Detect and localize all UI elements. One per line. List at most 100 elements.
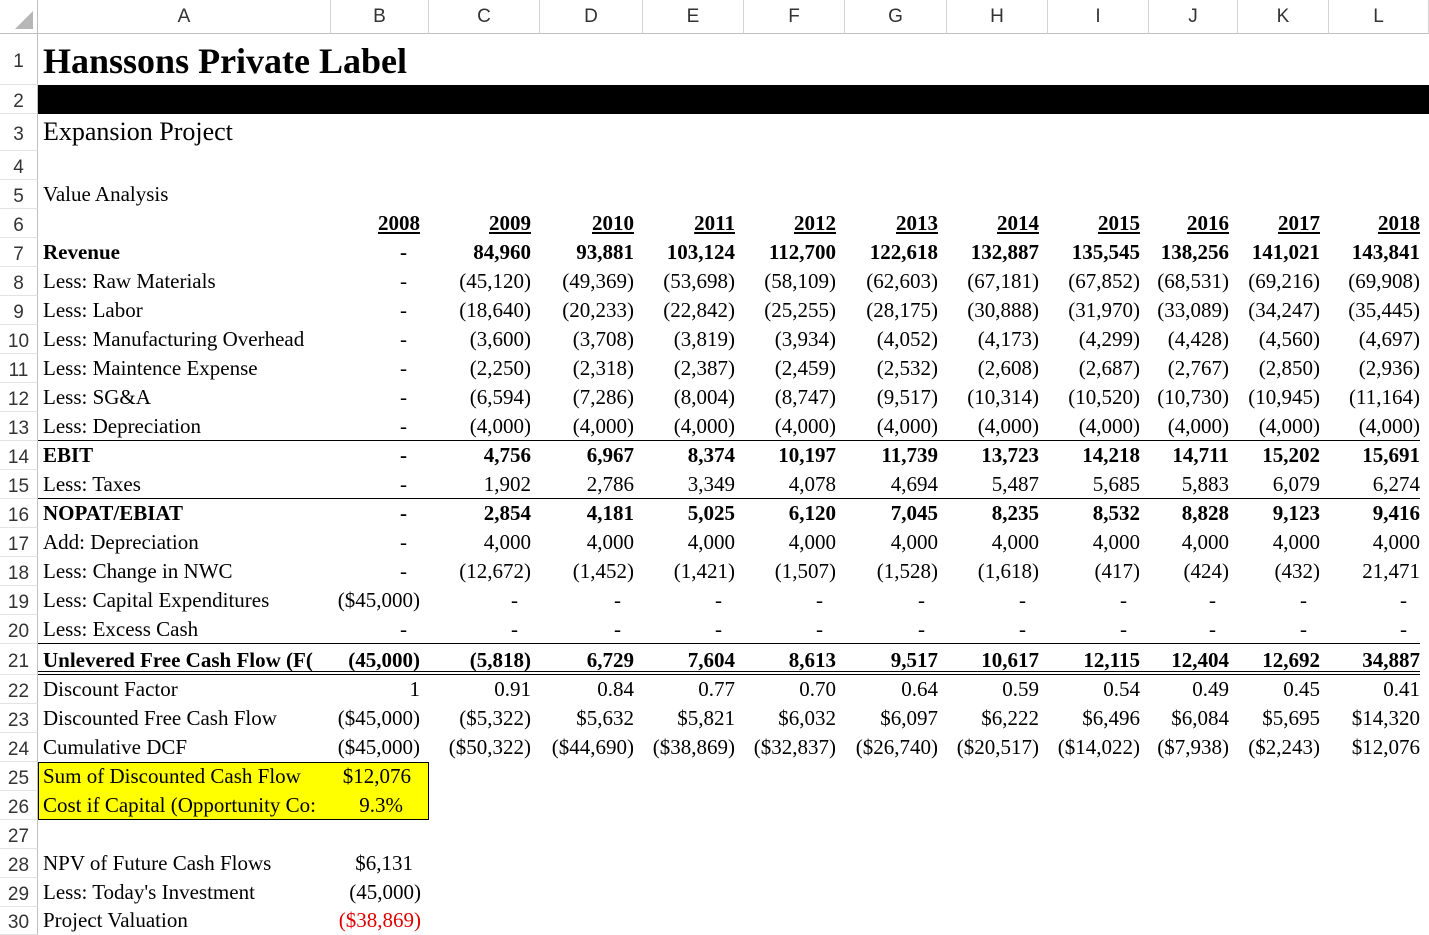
value-cell[interactable]: 4,000 [687, 530, 735, 554]
value-cell[interactable]: (4,000) [1258, 414, 1320, 438]
valuation-value[interactable]: ($38,869) [338, 908, 421, 932]
row-header-19[interactable]: 19 [0, 586, 38, 615]
value-cell[interactable]: (9,517) [876, 385, 938, 409]
year-header-2013[interactable]: 2013 [896, 211, 938, 235]
value-cell[interactable]: $6,222 [981, 706, 1039, 730]
value-cell[interactable]: ($2,243) [1248, 735, 1320, 759]
value-cell[interactable]: - [400, 327, 407, 351]
value-cell[interactable]: 122,618 [869, 240, 938, 264]
row-header-5[interactable]: 5 [0, 180, 38, 209]
value-cell[interactable]: 0.77 [698, 677, 735, 701]
value-cell[interactable]: (4,000) [1078, 414, 1140, 438]
year-header-2016[interactable]: 2016 [1187, 211, 1229, 235]
value-cell[interactable]: (1,528) [876, 559, 938, 583]
valuation-value[interactable]: $6,131 [355, 851, 413, 875]
value-cell[interactable]: (2,387) [673, 356, 735, 380]
value-cell[interactable]: 8,532 [1092, 501, 1140, 525]
row-header-6[interactable]: 6 [0, 209, 38, 238]
value-cell[interactable]: (25,255) [764, 298, 836, 322]
value-cell[interactable]: ($14,022) [1057, 735, 1140, 759]
value-cell[interactable]: 5,487 [991, 472, 1039, 496]
row-header-28[interactable]: 28 [0, 849, 38, 878]
row-header-11[interactable]: 11 [0, 354, 38, 383]
value-cell[interactable]: 6,274 [1372, 472, 1420, 496]
value-cell[interactable]: ($7,938) [1157, 735, 1229, 759]
value-cell[interactable]: 0.70 [799, 677, 836, 701]
year-header-2008[interactable]: 2008 [378, 211, 420, 235]
value-cell[interactable]: (8,004) [673, 385, 735, 409]
year-header-2014[interactable]: 2014 [997, 211, 1039, 235]
value-cell[interactable]: (28,175) [866, 298, 938, 322]
value-cell[interactable]: 4,078 [788, 472, 836, 496]
value-cell[interactable]: ($45,000) [337, 735, 420, 759]
row-header-27[interactable]: 27 [0, 820, 38, 849]
value-cell[interactable]: 141,021 [1251, 240, 1320, 264]
value-cell[interactable]: 10,197 [778, 443, 836, 467]
value-cell[interactable]: - [400, 414, 407, 438]
value-cell[interactable]: ($32,837) [753, 735, 836, 759]
value-cell[interactable]: - [400, 443, 407, 467]
column-header-a[interactable]: A [38, 0, 331, 34]
value-cell[interactable]: 8,235 [991, 501, 1039, 525]
value-cell[interactable]: - [511, 588, 518, 612]
column-header-f[interactable]: F [744, 0, 845, 34]
column-header-l[interactable]: L [1329, 0, 1429, 34]
value-cell[interactable]: 4,000 [483, 530, 531, 554]
value-cell[interactable]: (69,908) [1348, 269, 1420, 293]
value-cell[interactable]: (4,000) [977, 414, 1039, 438]
value-cell[interactable]: 5,685 [1092, 472, 1140, 496]
value-cell[interactable]: - [400, 501, 407, 525]
value-cell[interactable]: - [400, 530, 407, 554]
value-cell[interactable]: (31,970) [1068, 298, 1140, 322]
value-cell[interactable]: - [1209, 617, 1216, 641]
value-cell[interactable]: - [400, 240, 407, 264]
value-cell[interactable]: (10,945) [1248, 385, 1320, 409]
row-label[interactable]: EBIT [43, 443, 94, 467]
value-cell[interactable]: (35,445) [1348, 298, 1420, 322]
value-cell[interactable]: (12,672) [459, 559, 531, 583]
value-cell[interactable]: (2,318) [572, 356, 634, 380]
valuation-label[interactable]: Project Valuation [43, 908, 188, 932]
row-header-20[interactable]: 20 [0, 615, 38, 644]
value-cell[interactable]: 7,045 [890, 501, 938, 525]
value-cell[interactable]: 11,739 [881, 443, 938, 467]
value-cell[interactable]: 4,000 [1092, 530, 1140, 554]
value-cell[interactable]: (1,618) [977, 559, 1039, 583]
value-cell[interactable]: 112,700 [768, 240, 836, 264]
value-cell[interactable]: 8,828 [1181, 501, 1229, 525]
value-cell[interactable]: 4,000 [1272, 530, 1320, 554]
row-label[interactable]: Less: Labor [43, 298, 143, 322]
value-cell[interactable]: - [816, 617, 823, 641]
value-cell[interactable]: (3,819) [673, 327, 735, 351]
column-header-h[interactable]: H [947, 0, 1048, 34]
value-cell[interactable]: - [400, 472, 407, 496]
value-cell[interactable]: 6,120 [788, 501, 836, 525]
row-header-22[interactable]: 22 [0, 675, 38, 704]
column-header-c[interactable]: C [429, 0, 540, 34]
value-cell[interactable]: 12,404 [1171, 648, 1229, 672]
value-cell[interactable]: (34,247) [1248, 298, 1320, 322]
value-cell[interactable]: (1,452) [572, 559, 634, 583]
value-cell[interactable]: (8,747) [774, 385, 836, 409]
value-cell[interactable]: - [1300, 588, 1307, 612]
row-label[interactable]: Unlevered Free Cash Flow (F( [43, 648, 313, 672]
value-cell[interactable]: (4,173) [977, 327, 1039, 351]
value-cell[interactable]: 8,613 [788, 648, 836, 672]
value-cell[interactable]: (6,594) [469, 385, 531, 409]
value-cell[interactable]: 4,694 [890, 472, 938, 496]
value-cell[interactable]: 5,025 [687, 501, 735, 525]
value-cell[interactable]: (10,520) [1068, 385, 1140, 409]
value-cell[interactable]: 0.84 [597, 677, 634, 701]
value-cell[interactable]: $12,076 [1351, 735, 1420, 759]
row-header-30[interactable]: 30 [0, 907, 38, 935]
year-header-2012[interactable]: 2012 [794, 211, 836, 235]
value-cell[interactable]: (1,421) [673, 559, 735, 583]
row-header-4[interactable]: 4 [0, 151, 38, 180]
value-cell[interactable]: - [614, 588, 621, 612]
row-label[interactable]: Cumulative DCF [43, 735, 188, 759]
value-cell[interactable]: - [1019, 588, 1026, 612]
value-cell[interactable]: 6,729 [586, 648, 634, 672]
value-cell[interactable]: (4,000) [876, 414, 938, 438]
row-label[interactable]: Less: Raw Materials [43, 269, 216, 293]
value-cell[interactable]: 4,000 [788, 530, 836, 554]
